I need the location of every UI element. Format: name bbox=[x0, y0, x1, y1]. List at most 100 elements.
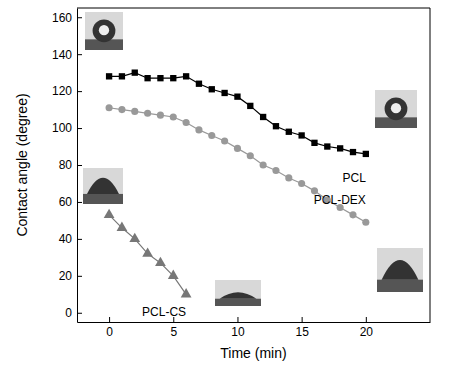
droplet bbox=[220, 292, 257, 299]
tick: 40 bbox=[59, 232, 82, 246]
marker bbox=[118, 106, 125, 113]
series-line bbox=[109, 215, 186, 294]
frame-top bbox=[77, 8, 430, 9]
marker bbox=[104, 209, 115, 218]
inset-bg bbox=[377, 248, 423, 292]
marker bbox=[221, 137, 228, 144]
tick-label: 40 bbox=[59, 232, 73, 246]
marker bbox=[362, 219, 369, 226]
tick-mark bbox=[77, 239, 82, 240]
marker bbox=[337, 145, 343, 151]
marker bbox=[324, 143, 330, 149]
insets bbox=[83, 12, 423, 306]
tick-mark bbox=[77, 54, 82, 55]
marker bbox=[285, 174, 292, 181]
tick-label: 0 bbox=[65, 306, 72, 320]
droplet-highlight bbox=[391, 103, 401, 113]
droplet bbox=[385, 97, 408, 120]
marker bbox=[142, 247, 153, 256]
tick: 0 bbox=[65, 306, 82, 320]
inset-substrate bbox=[215, 299, 261, 306]
droplet bbox=[87, 178, 119, 194]
tick: 20 bbox=[59, 269, 82, 283]
marker bbox=[144, 110, 151, 117]
tick: 140 bbox=[52, 48, 82, 62]
inset-bg bbox=[375, 90, 417, 128]
marker bbox=[117, 222, 128, 231]
tick-mark bbox=[366, 317, 367, 322]
marker bbox=[349, 211, 356, 218]
droplet-image bbox=[83, 168, 123, 204]
series-line bbox=[109, 108, 366, 223]
tick: 0 bbox=[106, 317, 113, 339]
marker bbox=[196, 81, 202, 87]
inset-substrate bbox=[377, 280, 423, 292]
marker bbox=[183, 73, 189, 79]
marker bbox=[298, 180, 305, 187]
inset-substrate bbox=[83, 194, 123, 204]
chart: 0 5 10 15 20 0 20 40 60 80 100 120 140 160 Time (min) C… bbox=[0, 0, 474, 366]
marker bbox=[260, 114, 266, 120]
marker bbox=[181, 288, 192, 297]
marker bbox=[157, 75, 163, 81]
axis-line bbox=[78, 322, 431, 323]
series-label: PCL bbox=[342, 171, 366, 185]
tick-mark bbox=[77, 128, 82, 129]
marker bbox=[273, 123, 279, 129]
tick: 80 bbox=[59, 158, 82, 172]
marker bbox=[131, 108, 138, 115]
tick-label: 20 bbox=[59, 269, 73, 283]
x-axis: 0 5 10 15 20 bbox=[78, 317, 431, 339]
tick-label: 100 bbox=[52, 121, 72, 135]
marker bbox=[234, 145, 241, 152]
tick: 160 bbox=[52, 11, 82, 25]
inset-bg bbox=[85, 12, 123, 50]
marker bbox=[155, 257, 166, 266]
marker bbox=[119, 73, 125, 79]
marker bbox=[234, 93, 240, 99]
tick: 5 bbox=[170, 317, 177, 339]
marker bbox=[363, 151, 369, 157]
tick-label: 140 bbox=[52, 48, 72, 62]
marker bbox=[195, 126, 202, 133]
tick-label: 5 bbox=[170, 325, 177, 339]
tick-mark bbox=[302, 317, 303, 322]
series-labels: PCL PCL-DEX PCL-CS bbox=[142, 171, 366, 319]
series-label: PCL-DEX bbox=[314, 193, 366, 207]
droplet-image bbox=[85, 12, 123, 50]
droplet-image bbox=[377, 248, 423, 292]
marker bbox=[247, 152, 254, 159]
tick-label: 80 bbox=[59, 158, 73, 172]
tick-mark bbox=[109, 317, 110, 322]
tick-mark bbox=[77, 202, 82, 203]
tick: 15 bbox=[295, 317, 309, 339]
tick-label: 160 bbox=[52, 11, 72, 25]
droplet bbox=[93, 19, 116, 42]
marker bbox=[157, 112, 164, 119]
tick: 100 bbox=[52, 121, 82, 135]
marker bbox=[183, 119, 190, 126]
marker bbox=[311, 140, 317, 146]
inset-bg bbox=[83, 168, 123, 204]
tick-mark bbox=[237, 317, 238, 322]
series-label: PCL-CS bbox=[142, 305, 186, 319]
data-area bbox=[104, 69, 370, 297]
frame-right bbox=[430, 8, 431, 322]
marker bbox=[168, 270, 179, 279]
plot: 0 5 10 15 20 0 20 40 60 80 100 120 140 160 Time (min) C… bbox=[14, 8, 431, 361]
y-axis-title: Contact angle (degree) bbox=[14, 93, 30, 236]
tick: 10 bbox=[231, 317, 245, 339]
tick-label: 60 bbox=[59, 195, 73, 209]
tick-label: 120 bbox=[52, 84, 72, 98]
y-axis: 0 20 40 60 80 100 120 140 160 bbox=[52, 9, 82, 323]
x-axis-title: Time (min) bbox=[220, 345, 286, 361]
marker bbox=[247, 103, 253, 109]
tick-mark bbox=[77, 165, 82, 166]
marker bbox=[208, 132, 215, 139]
marker bbox=[170, 113, 177, 120]
tick-label: 20 bbox=[360, 325, 374, 339]
tick-mark bbox=[77, 313, 82, 314]
marker bbox=[209, 86, 215, 92]
inset-bg bbox=[215, 280, 261, 306]
tick: 120 bbox=[52, 84, 82, 98]
